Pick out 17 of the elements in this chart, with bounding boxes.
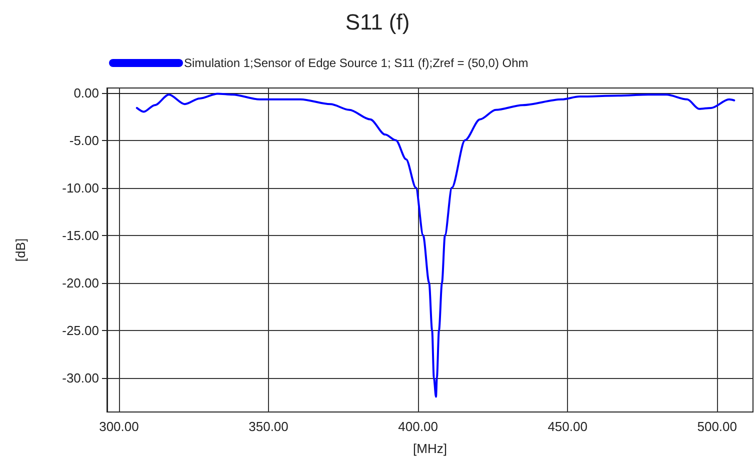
- x-tick-label: 450.00: [548, 419, 588, 434]
- x-tick-label: 300.00: [99, 419, 139, 434]
- y-tick-label: -10.00: [62, 180, 99, 196]
- y-tick-label: -5.00: [69, 132, 99, 148]
- x-tick-label: 500.00: [697, 419, 737, 434]
- line-series: [136, 92, 736, 398]
- y-tick-label: -20.00: [62, 275, 99, 290]
- y-tick-label: 0.00: [74, 85, 99, 100]
- y-tick-label: -30.00: [62, 370, 99, 386]
- y-axis-title: [dB]: [13, 238, 28, 262]
- x-tick-label: 350.00: [248, 419, 288, 434]
- y-tick-label: -25.00: [62, 322, 99, 338]
- y-tick-label: -15.00: [62, 228, 99, 243]
- x-tick-label: 400.00: [398, 419, 438, 434]
- chart-title: S11 (f): [345, 10, 410, 34]
- text: Simulation 1;Sensor of Edge Source 1; S11 (f);Zref = (50,0) Ohm: [184, 56, 528, 70]
- x-axis-title: [MHz]: [413, 441, 447, 456]
